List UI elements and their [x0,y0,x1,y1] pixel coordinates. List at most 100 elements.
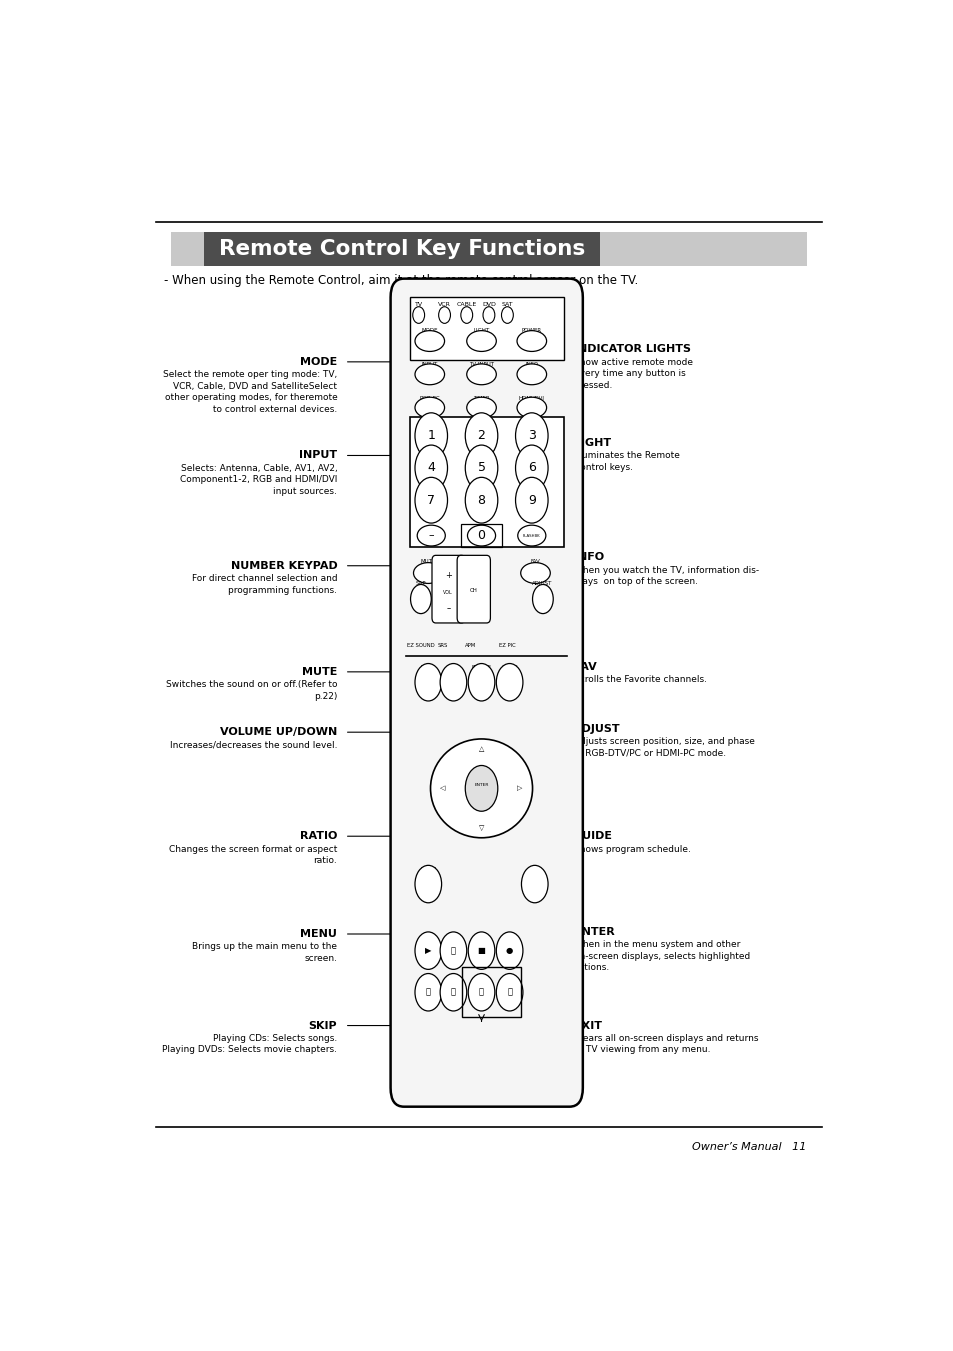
Text: VOLUME UP/DOWN: VOLUME UP/DOWN [220,727,337,738]
Text: EZ SOUND: EZ SOUND [407,643,435,648]
FancyBboxPatch shape [390,278,582,1106]
Circle shape [413,307,424,323]
Text: ●: ● [505,946,513,955]
Text: 3: 3 [527,430,536,442]
Text: INFO: INFO [525,362,537,367]
Bar [462,967,521,1017]
Text: 6: 6 [527,462,536,474]
Text: EXIT: EXIT [528,867,540,871]
Ellipse shape [517,363,546,385]
Ellipse shape [466,397,496,417]
Text: MODE: MODE [421,328,437,334]
Text: 8: 8 [477,493,485,507]
Text: ■: ■ [477,946,485,955]
Circle shape [415,413,447,458]
Text: Adjusts screen position, size, and phase
in RGB-DTV/PC or HDMI-PC mode.: Adjusts screen position, size, and phase… [574,738,754,758]
Text: Switches the sound on or off.(Refer to
p.22): Switches the sound on or off.(Refer to p… [166,680,337,701]
Text: FAV: FAV [530,559,539,565]
Text: CABLE: CABLE [456,303,476,307]
Text: TV INPUT: TV INPUT [469,362,494,367]
Text: SKIP: SKIP [309,1020,337,1031]
Ellipse shape [415,331,444,351]
Circle shape [415,444,447,490]
Ellipse shape [415,363,444,385]
Text: ENTER: ENTER [574,927,614,938]
Circle shape [439,974,466,1011]
Text: GUIDE: GUIDE [500,665,517,670]
Circle shape [496,974,522,1011]
Ellipse shape [416,526,445,546]
Ellipse shape [466,363,496,385]
Circle shape [482,307,495,323]
Text: MUTE: MUTE [302,667,337,677]
Text: –: – [428,531,434,540]
Text: 1: 1 [427,430,435,442]
Circle shape [439,663,466,701]
Ellipse shape [413,562,442,584]
Text: MODE: MODE [300,357,337,367]
Text: MUTE: MUTE [420,559,436,565]
Text: ▶: ▶ [425,946,431,955]
Circle shape [415,932,441,970]
Ellipse shape [517,526,545,546]
Text: SAP: SAP [416,581,426,586]
Circle shape [410,585,431,613]
Text: LIGHT: LIGHT [574,438,611,449]
Text: FREEZE: FREEZE [471,665,491,670]
Circle shape [515,413,547,458]
Circle shape [465,444,497,490]
Text: EZ PIC: EZ PIC [498,643,516,648]
Text: Changes the screen format or aspect
ratio.: Changes the screen format or aspect rati… [169,844,337,865]
Text: 7: 7 [427,493,435,507]
Ellipse shape [517,397,546,417]
Text: SAT: SAT [501,303,513,307]
Text: FAV: FAV [574,662,596,671]
FancyBboxPatch shape [456,555,490,623]
Text: LIGHT: LIGHT [473,328,489,334]
Circle shape [532,585,553,613]
Text: Selects: Antenna, Cable, AV1, AV2,
Component1-2, RGB and HDMI/DVI
input sources.: Selects: Antenna, Cable, AV1, AV2, Compo… [180,463,337,496]
Text: ADJUST: ADJUST [574,724,619,734]
Text: Playing CDs: Selects songs.
Playing DVDs: Selects movie chapters.: Playing CDs: Selects songs. Playing DVDs… [162,1034,337,1054]
Text: 4: 4 [427,462,435,474]
Text: ◁: ◁ [440,785,445,792]
Text: MENU: MENU [300,929,337,939]
Ellipse shape [430,739,532,838]
Text: Shows program schedule.: Shows program schedule. [574,844,690,854]
Circle shape [465,766,497,811]
Circle shape [415,866,441,902]
Bar [410,297,563,359]
Text: Scrolls the Favorite channels.: Scrolls the Favorite channels. [574,676,706,684]
Text: APM: APM [464,643,476,648]
Text: INPUT: INPUT [421,362,437,367]
Text: When you watch the TV, information dis-
plays  on top of the screen.: When you watch the TV, information dis- … [574,566,759,586]
Text: INPUT: INPUT [299,450,337,461]
Text: POWER: POWER [521,328,541,334]
Text: CC: CC [450,665,456,670]
Text: 9: 9 [527,493,536,507]
FancyBboxPatch shape [204,232,599,266]
FancyBboxPatch shape [171,232,806,266]
Text: TV: TV [415,303,422,307]
Text: Brings up the main menu to the
screen.: Brings up the main menu to the screen. [193,943,337,963]
Text: Select the remote oper ting mode: TV,
VCR, Cable, DVD and SatelliteSelect
other : Select the remote oper ting mode: TV, VC… [163,370,337,413]
Text: TIMER: TIMER [473,396,489,401]
Circle shape [496,663,522,701]
Text: - When using the Remote Control, aim it at the remote control sensor on the TV.: - When using the Remote Control, aim it … [164,274,638,288]
FancyBboxPatch shape [432,555,465,623]
Text: Show active remote mode
every time any button is
pressed.: Show active remote mode every time any b… [574,358,692,389]
Circle shape [460,307,472,323]
Text: INDICATOR LIGHTS: INDICATOR LIGHTS [574,345,690,354]
Text: Clears all on-screen displays and returns
to TV viewing from any menu.: Clears all on-screen displays and return… [574,1034,758,1054]
Text: NUMBER KEYPAD: NUMBER KEYPAD [231,561,337,570]
Circle shape [501,307,513,323]
Text: GUIDE: GUIDE [574,831,613,842]
Ellipse shape [517,331,546,351]
Ellipse shape [415,397,444,417]
Text: Illuminates the Remote
Control keys.: Illuminates the Remote Control keys. [574,451,679,471]
Text: ADJUST: ADJUST [532,581,552,586]
Circle shape [515,444,547,490]
Circle shape [415,974,441,1011]
Text: 5: 5 [477,462,485,474]
Bar [410,417,563,547]
